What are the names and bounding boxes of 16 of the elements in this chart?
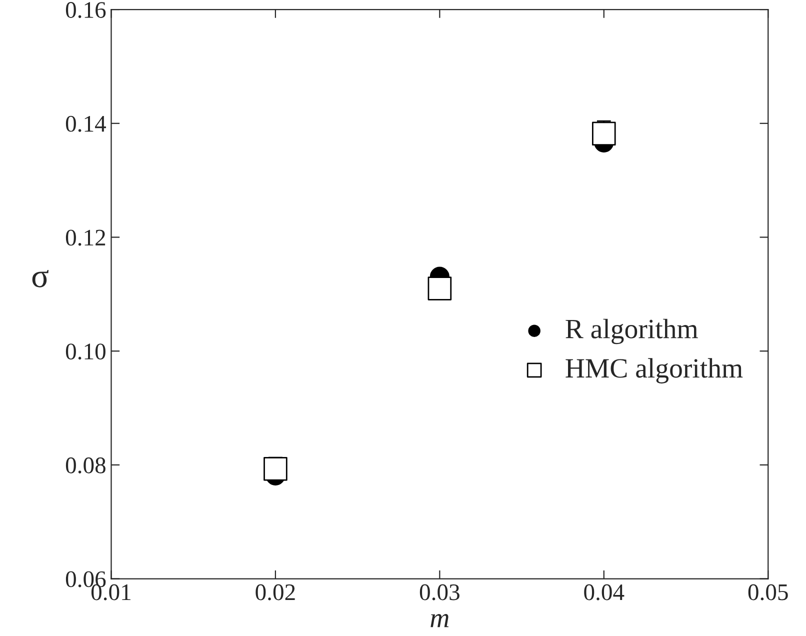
y-tick-label: 0.16 (66, 2, 106, 18)
x-tick-label: 0.05 (748, 584, 788, 600)
point (592, 122, 616, 146)
point (264, 457, 288, 481)
y-axis-title: σ (32, 270, 49, 288)
point (428, 276, 452, 300)
legend-label: R algorithm (566, 318, 698, 344)
legend-label: HMC algorithm (566, 358, 743, 384)
y-tick-label: 0.08 (66, 457, 106, 474)
x-axis-title: m (430, 614, 449, 628)
x-tick-label: 0.03 (420, 584, 460, 600)
y-tick-label: 0.14 (66, 116, 106, 132)
x-tick-label: 0.02 (256, 584, 295, 600)
y-tick-label: 0.12 (66, 230, 106, 246)
y-tick-label: 0.10 (66, 344, 106, 360)
x-tick-label: 0.04 (584, 584, 624, 600)
